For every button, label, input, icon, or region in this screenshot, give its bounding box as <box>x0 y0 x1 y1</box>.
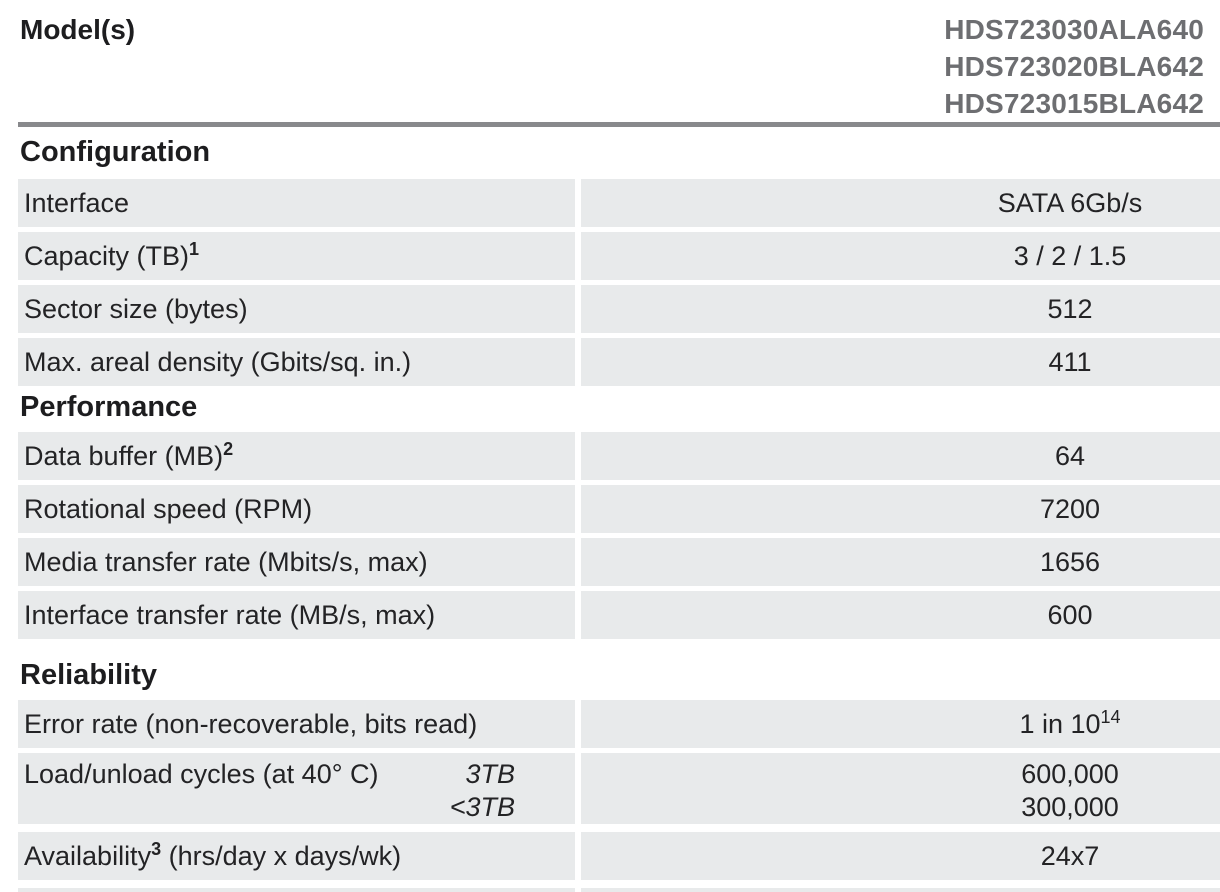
model-header: Model(s) HDS723030ALA640 HDS723020BLA642… <box>18 0 1220 122</box>
row-label: Availability3 (hrs/day x days/wk) <box>24 838 402 871</box>
row-value-cell: 600 <box>581 591 1220 639</box>
row-label: Error rate (non-recoverable, bits read) <box>24 708 478 739</box>
row-value: SATA 6Gb/s <box>997 187 1143 218</box>
footnote-marker: 2 <box>223 438 234 459</box>
row-value-cell: 64 <box>581 432 1220 480</box>
header-divider-rule <box>18 122 1220 127</box>
models-label: Model(s) <box>20 14 136 45</box>
row-label-cell: Error rate (non-recoverable, bits read) <box>18 700 575 748</box>
exponent: 14 <box>1100 706 1121 727</box>
sub-label-under-3tb: <3TB <box>449 792 515 822</box>
table-row: Capacity (TB)1 3 / 2 / 1.5 <box>18 232 1220 280</box>
row-label: Max. areal density (Gbits/sq. in.) <box>24 346 412 377</box>
table-row: Media transfer rate (Mbits/s, max) 1656 <box>18 538 1220 586</box>
row-value-cell: 512 <box>581 285 1220 333</box>
row-label: Media transfer rate (Mbits/s, max) <box>24 546 428 577</box>
row-values: 600,000 300,000 <box>920 758 1220 824</box>
row-value: 600 <box>1047 599 1093 630</box>
row-value-cell: SATA 6Gb/s <box>581 179 1220 227</box>
row-value: 7200 <box>1039 493 1101 524</box>
row-label-cell: Sector size (bytes) <box>18 285 575 333</box>
model-number: HDS723020BLA642 <box>944 51 1204 82</box>
row-value-cell: 3 / 2 / 1.5 <box>581 232 1220 280</box>
row-label-cell: Interface transfer rate (MB/s, max) <box>18 591 575 639</box>
table-row: Interface SATA 6Gb/s <box>18 179 1220 227</box>
table-row: Sector size (bytes) 512 <box>18 285 1220 333</box>
row-label-cell: Availability3 (hrs/day x days/wk) <box>18 832 575 880</box>
row-value-cell: 7200 <box>581 485 1220 533</box>
table-row: Rotational speed (RPM) 7200 <box>18 485 1220 533</box>
row-value: 512 <box>1047 293 1093 324</box>
row-label-cell: Load/unload cycles (at 40° C) 3TB <3TB <box>18 753 575 824</box>
row-label-cell: Data buffer (MB)2 <box>18 432 575 480</box>
section-performance: Performance Data buffer (MB)2 64 Rotatio… <box>18 391 1220 639</box>
row-value-cell: 24x7 <box>581 832 1220 880</box>
row-sub-labels: 3TB <3TB <box>450 758 515 824</box>
row-value: 411 <box>1048 346 1092 377</box>
table-row: Availability3 (hrs/day x days/wk) 24x7 <box>18 832 1220 880</box>
model-number-list: HDS723030ALA640 HDS723020BLA642 HDS72301… <box>944 11 1204 122</box>
row-value-cell: 600,000 300,000 <box>581 753 1220 824</box>
row-value-cell: 1 in 1014 <box>581 700 1220 748</box>
row-value-3tb: 600,000 <box>1021 759 1119 789</box>
row-label: Load/unload cycles (at 40° C) <box>24 759 379 789</box>
row-label-cell <box>18 888 575 892</box>
sub-label-3tb: 3TB <box>465 759 515 789</box>
row-label: Interface transfer rate (MB/s, max) <box>24 599 436 630</box>
row-value: 3 / 2 / 1.5 <box>1013 240 1127 271</box>
table-row: Load/unload cycles (at 40° C) 3TB <3TB 6… <box>18 753 1220 824</box>
row-value-under-3tb: 300,000 <box>1021 792 1119 822</box>
row-label: Capacity (TB)1 <box>24 238 200 271</box>
section-reliability: Reliability Error rate (non-recoverable,… <box>18 659 1220 892</box>
table-row: Interface transfer rate (MB/s, max) 600 <box>18 591 1220 639</box>
section-title: Performance <box>20 391 198 423</box>
model-number: HDS723030ALA640 <box>944 14 1204 45</box>
model-number: HDS723015BLA642 <box>944 88 1204 119</box>
row-label-cell: Rotational speed (RPM) <box>18 485 575 533</box>
row-value-cell: 1656 <box>581 538 1220 586</box>
table-row: Error rate (non-recoverable, bits read) … <box>18 700 1220 748</box>
row-label: Data buffer (MB)2 <box>24 438 234 471</box>
row-value-cell: 411 <box>581 338 1220 386</box>
table-row: Max. areal density (Gbits/sq. in.) 411 <box>18 338 1220 386</box>
row-label-cell: Interface <box>18 179 575 227</box>
section-configuration: Configuration Interface SATA 6Gb/s Capac… <box>18 136 1220 386</box>
cut-off-next-row <box>18 888 1220 892</box>
section-title: Reliability <box>20 659 157 691</box>
row-value: 24x7 <box>1040 840 1100 871</box>
row-label-cell: Max. areal density (Gbits/sq. in.) <box>18 338 575 386</box>
row-label: Interface <box>24 187 130 218</box>
footnote-marker: 3 <box>151 838 162 859</box>
table-row: Data buffer (MB)2 64 <box>18 432 1220 480</box>
section-title: Configuration <box>20 136 211 168</box>
row-label-cell: Capacity (TB)1 <box>18 232 575 280</box>
row-value: 1 in 1014 <box>1019 706 1121 739</box>
row-label-cell: Media transfer rate (Mbits/s, max) <box>18 538 575 586</box>
row-value: 64 <box>1054 440 1086 471</box>
row-label: Sector size (bytes) <box>24 293 248 324</box>
row-label: Rotational speed (RPM) <box>24 493 313 524</box>
row-value: 1656 <box>1039 546 1101 577</box>
row-value-cell <box>581 888 1220 892</box>
footnote-marker: 1 <box>189 238 200 259</box>
